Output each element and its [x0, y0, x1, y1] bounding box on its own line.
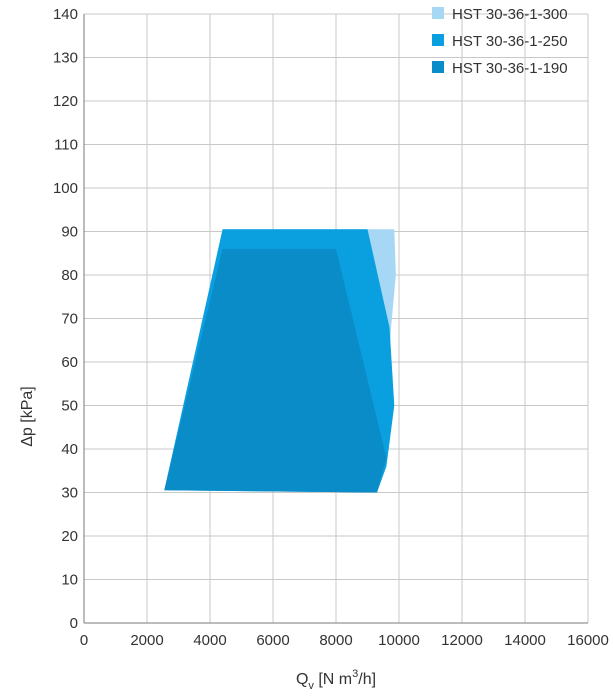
x-axis-title-part: Q	[296, 671, 308, 688]
x-tick-label: 2000	[130, 632, 163, 649]
series-area-hst-30-36-1-190	[164, 248, 387, 493]
series-areas	[164, 229, 396, 493]
x-tick-label: 16000	[567, 632, 609, 649]
y-tick-label: 10	[61, 572, 78, 589]
legend-label: HST 30-36-1-250	[452, 33, 568, 50]
legend-label: HST 30-36-1-190	[452, 60, 568, 77]
legend-label: HST 30-36-1-300	[452, 6, 568, 23]
y-tick-label: 110	[54, 137, 78, 154]
x-tick-labels: 0 2000 4000 6000 8000 10000 12000 14000 16000	[80, 632, 609, 649]
x-axis-title-part: /h]	[358, 671, 376, 688]
x-axis-title: Qv [N m3/h]	[296, 668, 376, 692]
legend-swatch	[432, 34, 444, 46]
y-tick-label: 70	[61, 311, 78, 328]
x-tick-label: 14000	[504, 632, 546, 649]
x-tick-label: 6000	[256, 632, 289, 649]
legend-swatch	[432, 61, 444, 73]
x-tick-label: 4000	[193, 632, 226, 649]
axes	[83, 14, 588, 624]
y-tick-label: 90	[61, 224, 78, 241]
y-tick-label: 50	[61, 398, 78, 415]
y-tick-label: 130	[53, 50, 78, 67]
legend-swatch	[432, 7, 444, 19]
y-tick-label: 0	[70, 615, 78, 632]
x-tick-label: 12000	[441, 632, 483, 649]
legend: HST 30-36-1-300 HST 30-36-1-250 HST 30-36-…	[432, 6, 568, 77]
y-tick-labels: 0 10 20 30 40 50 60 70 80 90 100 110 120 130 140	[53, 6, 78, 632]
x-tick-label: 10000	[378, 632, 420, 649]
x-tick-label: 0	[80, 632, 88, 649]
y-tick-label: 20	[61, 528, 78, 545]
y-tick-label: 60	[61, 354, 78, 371]
y-axis-title: Δp [kPa]	[19, 386, 36, 447]
x-axis-title-part: 3	[352, 668, 358, 680]
y-tick-label: 40	[61, 441, 78, 458]
x-axis-title-part: [N m	[314, 671, 352, 688]
x-tick-label: 8000	[319, 632, 352, 649]
y-tick-label: 100	[53, 180, 78, 197]
y-tick-label: 140	[53, 6, 78, 23]
y-tick-label: 30	[61, 485, 78, 502]
y-tick-label: 120	[53, 93, 78, 110]
y-tick-label: 80	[61, 267, 78, 284]
x-axis-title-part: v	[308, 680, 314, 692]
